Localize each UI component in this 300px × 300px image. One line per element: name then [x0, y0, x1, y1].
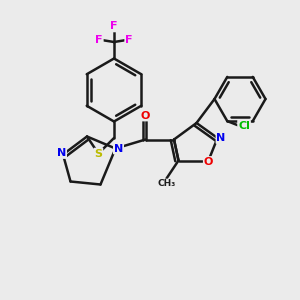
Text: F: F [110, 21, 118, 32]
Text: F: F [125, 34, 133, 45]
Text: O: O [204, 157, 213, 167]
Text: N: N [57, 148, 66, 158]
Text: S: S [94, 148, 102, 159]
Text: CH₃: CH₃ [158, 179, 175, 188]
Text: O: O [141, 110, 150, 121]
Text: N: N [217, 133, 226, 143]
Text: N: N [114, 143, 123, 154]
Text: F: F [95, 34, 103, 45]
Text: Cl: Cl [238, 121, 250, 130]
